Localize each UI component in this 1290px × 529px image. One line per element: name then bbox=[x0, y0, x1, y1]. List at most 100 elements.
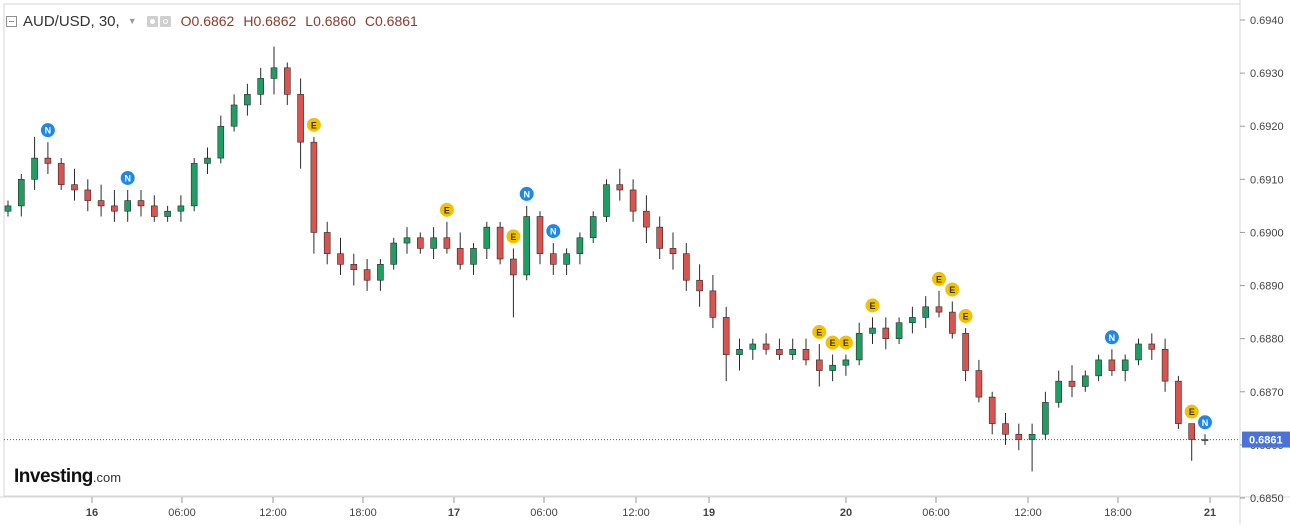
news-event-marker[interactable] bbox=[1104, 330, 1119, 345]
economic-event-marker[interactable] bbox=[838, 335, 853, 350]
candle-body bbox=[1108, 359, 1116, 371]
economic-event-marker[interactable] bbox=[865, 298, 880, 313]
time-label: 19 bbox=[703, 507, 715, 519]
ohlc-values: O0.6862 H0.6862 L0.6860 C0.6861 bbox=[181, 13, 418, 29]
candle-body bbox=[137, 200, 145, 207]
event-marker-label: N bbox=[1202, 418, 1209, 428]
economic-event-marker[interactable] bbox=[812, 324, 827, 339]
candle-body bbox=[84, 189, 92, 201]
candle-body bbox=[1015, 433, 1023, 440]
candle-body bbox=[17, 179, 25, 207]
economic-event-marker[interactable] bbox=[932, 271, 946, 286]
time-label: 12:00 bbox=[622, 507, 650, 519]
candle-body bbox=[829, 364, 836, 371]
candle-body bbox=[177, 205, 185, 212]
economic-event-marker[interactable] bbox=[1184, 404, 1199, 419]
candle-body bbox=[988, 396, 996, 424]
time-label: 06:00 bbox=[168, 507, 196, 519]
candle-body bbox=[576, 237, 584, 254]
candle-body bbox=[962, 333, 969, 371]
candle-body bbox=[4, 205, 12, 212]
news-event-marker[interactable] bbox=[519, 186, 534, 201]
candle-body bbox=[190, 163, 198, 207]
news-event-marker[interactable] bbox=[120, 170, 135, 185]
price-label: 0.6870 bbox=[1250, 387, 1284, 399]
event-marker-label: N bbox=[523, 189, 530, 199]
candle-body bbox=[762, 343, 770, 350]
event-marker-label: E bbox=[311, 120, 317, 130]
economic-event-marker[interactable] bbox=[958, 309, 973, 324]
news-event-marker[interactable] bbox=[1198, 415, 1212, 430]
candle-body bbox=[643, 210, 650, 228]
chevron-down-icon[interactable]: ▼ bbox=[127, 16, 137, 26]
economic-event-marker[interactable] bbox=[825, 335, 840, 350]
candle-body bbox=[270, 67, 278, 79]
candle-body bbox=[948, 311, 956, 334]
event-marker-label: N bbox=[124, 173, 131, 183]
candle-body bbox=[1188, 423, 1195, 440]
event-marker-label: N bbox=[45, 126, 52, 136]
investing-logo: Investing.com bbox=[14, 466, 121, 488]
candle-body bbox=[283, 67, 291, 95]
candle-body bbox=[1028, 433, 1036, 440]
candle-body bbox=[1121, 359, 1129, 371]
candle-body bbox=[749, 343, 757, 350]
low-value: L0.6860 bbox=[305, 13, 356, 29]
event-marker-label: E bbox=[963, 312, 969, 322]
collapse-icon[interactable] bbox=[6, 15, 17, 27]
news-event-marker[interactable] bbox=[546, 224, 561, 239]
economic-event-marker[interactable] bbox=[306, 117, 321, 132]
time-label: 20 bbox=[840, 507, 852, 519]
event-marker-label: E bbox=[816, 327, 822, 337]
candle-body bbox=[1068, 380, 1076, 387]
candle-body bbox=[935, 306, 943, 313]
symbol-interval-label[interactable]: AUD/USD, 30, bbox=[23, 12, 120, 30]
candle-body bbox=[204, 157, 211, 164]
time-label: 18:00 bbox=[349, 507, 377, 519]
candle-body bbox=[1175, 380, 1182, 424]
candle-body bbox=[815, 359, 823, 371]
candle-body bbox=[869, 327, 876, 334]
gear-icon[interactable] bbox=[159, 15, 171, 27]
candle-body bbox=[430, 237, 437, 249]
candle-body bbox=[416, 237, 424, 249]
event-marker-label: E bbox=[936, 274, 942, 284]
candle-body bbox=[709, 290, 717, 318]
price-label: 0.6900 bbox=[1250, 227, 1284, 239]
event-marker-label: E bbox=[869, 301, 875, 311]
time-label: 18:00 bbox=[1104, 507, 1132, 519]
time-label: 17 bbox=[448, 507, 460, 519]
economic-event-marker[interactable] bbox=[439, 202, 454, 217]
candle-body bbox=[377, 264, 384, 281]
candle-body bbox=[483, 226, 491, 249]
price-label: 0.6920 bbox=[1250, 121, 1284, 133]
candle-body bbox=[217, 125, 225, 159]
candle-body bbox=[470, 248, 477, 265]
news-event-marker[interactable] bbox=[40, 123, 55, 138]
candle-body bbox=[1055, 380, 1062, 403]
candle-body bbox=[696, 279, 703, 292]
candle-body bbox=[895, 322, 903, 339]
candle-body bbox=[589, 216, 597, 239]
candle-body bbox=[390, 242, 398, 265]
event-marker-label: E bbox=[1189, 407, 1195, 417]
candle-body bbox=[549, 253, 557, 265]
candle-body bbox=[523, 216, 531, 276]
candle-body bbox=[722, 317, 730, 355]
candle-body bbox=[1002, 423, 1009, 435]
candles bbox=[4, 46, 1209, 472]
candle-body bbox=[44, 157, 52, 164]
high-value: H0.6862 bbox=[243, 13, 297, 29]
candle-body bbox=[111, 205, 118, 212]
price-label: 0.6890 bbox=[1250, 281, 1284, 293]
candle-body bbox=[1148, 343, 1156, 350]
eye-icon[interactable] bbox=[146, 15, 158, 27]
candle-body bbox=[736, 348, 743, 355]
candle-body bbox=[1161, 348, 1169, 382]
economic-event-marker[interactable] bbox=[945, 282, 960, 297]
candle-body bbox=[164, 210, 171, 217]
candle-body bbox=[510, 258, 517, 276]
economic-event-marker[interactable] bbox=[506, 229, 521, 244]
